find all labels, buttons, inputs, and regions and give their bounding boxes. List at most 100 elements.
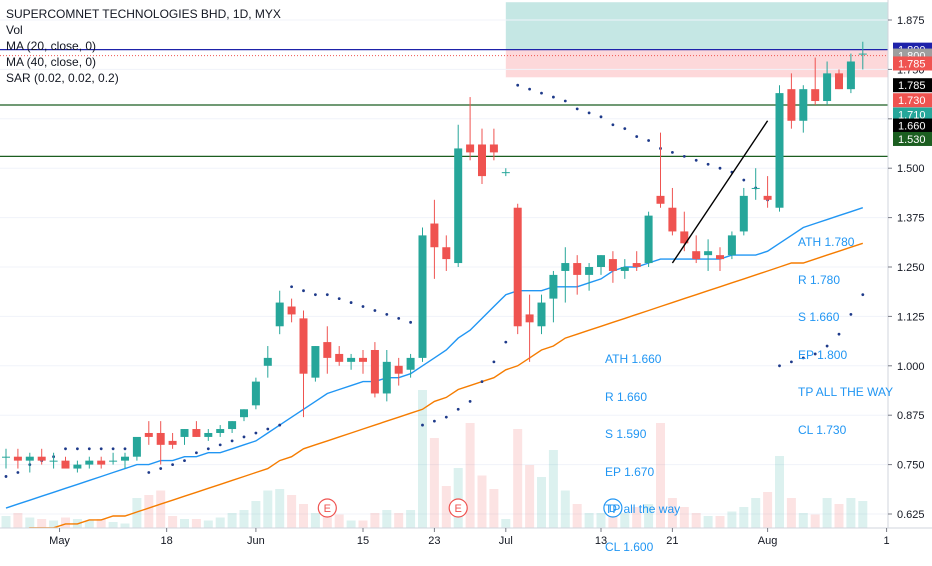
candle[interactable] <box>787 73 796 129</box>
candle[interactable] <box>573 255 582 295</box>
candle-body <box>835 73 843 90</box>
candle[interactable] <box>347 353 356 370</box>
legend-sar[interactable]: SAR (0.02, 0.02, 0.2) <box>6 71 119 85</box>
candle[interactable] <box>251 377 260 410</box>
candle[interactable] <box>454 124 463 267</box>
candle[interactable] <box>823 61 832 105</box>
candle[interactable] <box>585 263 594 291</box>
legend-volume[interactable]: Vol <box>6 23 23 37</box>
candle[interactable] <box>811 57 820 105</box>
volume-bar <box>13 513 23 528</box>
candle[interactable] <box>359 349 367 374</box>
sar-dot <box>825 344 829 348</box>
candle[interactable] <box>858 41 867 70</box>
sar-dot <box>492 360 496 364</box>
candle[interactable] <box>799 85 808 133</box>
legend-ma20[interactable]: MA (20, close, 0) <box>6 39 97 53</box>
volume-bar <box>61 517 70 528</box>
candle[interactable] <box>466 97 475 161</box>
candle[interactable] <box>49 452 58 469</box>
candle-body <box>489 144 498 153</box>
candle[interactable] <box>335 346 344 366</box>
event-marker-e[interactable]: E <box>448 498 468 518</box>
legend-ma40[interactable]: MA (40, close, 0) <box>6 55 97 69</box>
candle[interactable] <box>323 326 332 374</box>
volume-bar <box>548 450 558 528</box>
candle[interactable] <box>727 231 736 260</box>
candle[interactable] <box>287 298 296 323</box>
candle[interactable] <box>109 452 118 465</box>
candle[interactable] <box>370 342 379 398</box>
candle[interactable] <box>704 239 713 271</box>
candle[interactable] <box>121 452 129 469</box>
volume-bar <box>810 514 820 528</box>
candle[interactable] <box>644 211 653 267</box>
candle[interactable] <box>846 53 855 94</box>
candle[interactable] <box>525 294 534 362</box>
event-marker-e[interactable]: E <box>317 498 337 518</box>
candle[interactable] <box>835 69 843 90</box>
candle[interactable] <box>763 176 772 208</box>
candle[interactable] <box>240 409 248 422</box>
candle[interactable] <box>549 270 558 323</box>
x-tick-label: 15 <box>357 535 369 547</box>
candle[interactable] <box>692 235 701 264</box>
candle[interactable] <box>192 421 201 437</box>
volume-bar <box>108 522 118 528</box>
candle[interactable] <box>299 310 308 418</box>
candle[interactable] <box>775 85 784 212</box>
candle[interactable] <box>144 421 153 445</box>
candle[interactable] <box>168 432 177 449</box>
candle[interactable] <box>311 346 320 382</box>
candle[interactable] <box>263 346 272 378</box>
candle[interactable] <box>620 259 629 279</box>
candle[interactable] <box>180 429 189 445</box>
candle[interactable] <box>204 429 213 441</box>
event-label: D <box>609 503 617 515</box>
candle[interactable] <box>61 456 70 469</box>
candle[interactable] <box>751 168 760 200</box>
sar-dot <box>302 289 305 293</box>
candle[interactable] <box>382 349 391 402</box>
candle[interactable] <box>13 448 22 469</box>
candle[interactable] <box>442 235 451 271</box>
candle[interactable] <box>597 255 605 275</box>
candle[interactable] <box>513 203 522 335</box>
candle[interactable] <box>632 251 641 271</box>
candle[interactable] <box>73 460 82 473</box>
candle[interactable] <box>489 128 498 161</box>
sar-dot <box>504 340 508 344</box>
sar-dot <box>385 313 389 316</box>
candle-body <box>739 195 748 232</box>
candle[interactable] <box>85 456 94 469</box>
candle[interactable] <box>216 425 225 437</box>
candle[interactable] <box>406 353 415 378</box>
candle[interactable] <box>478 128 486 185</box>
event-marker-d[interactable]: D <box>603 498 623 518</box>
candle[interactable] <box>716 247 724 271</box>
candle[interactable] <box>275 290 284 335</box>
candle[interactable] <box>537 294 546 335</box>
candle[interactable] <box>37 448 46 465</box>
candle[interactable] <box>97 456 106 469</box>
candle[interactable] <box>25 452 34 473</box>
candle[interactable] <box>668 187 677 236</box>
volume-bar <box>156 490 166 528</box>
candle[interactable] <box>418 227 427 362</box>
candle[interactable] <box>228 421 237 433</box>
price-chart[interactable]: EED 0.5000.6250.7500.8751.0001.1251.2501… <box>0 0 932 550</box>
time-axis[interactable]: May 18 Jun 15 23 Jul 13 21 Aug 1 <box>0 527 932 550</box>
candle[interactable] <box>394 357 403 386</box>
candle[interactable] <box>132 436 141 461</box>
candle[interactable] <box>739 187 748 236</box>
candle[interactable] <box>656 132 665 208</box>
candle[interactable] <box>608 251 617 283</box>
candle[interactable] <box>156 421 165 465</box>
trendline[interactable] <box>671 120 769 264</box>
candle[interactable] <box>430 199 439 279</box>
candle[interactable] <box>501 168 510 177</box>
candle[interactable] <box>561 247 570 303</box>
candlesticks[interactable] <box>2 41 867 473</box>
candle[interactable] <box>2 448 10 469</box>
